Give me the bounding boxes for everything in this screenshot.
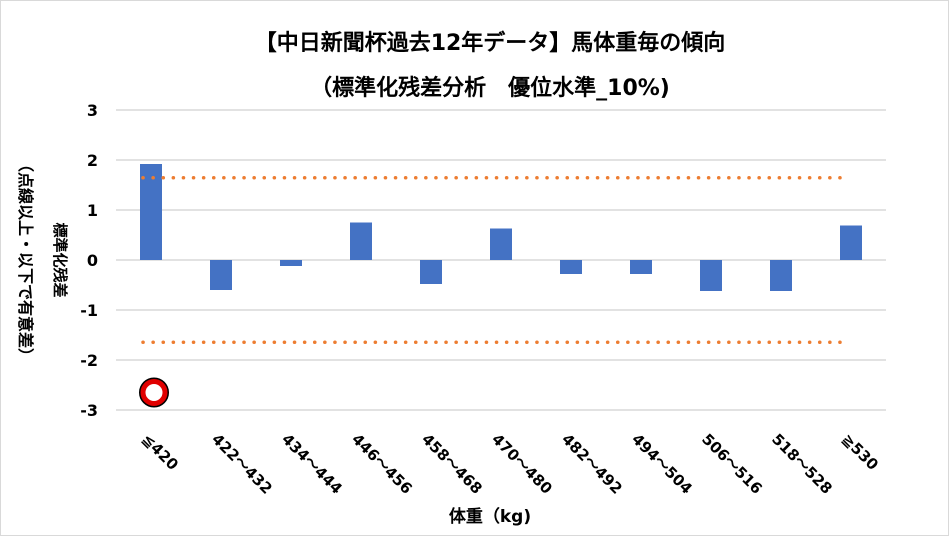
- x-tick-label: 482～492: [558, 430, 626, 498]
- bar: [840, 225, 862, 260]
- x-tick-label: ≦420: [138, 430, 182, 474]
- x-tick-label: 458～468: [418, 430, 486, 498]
- x-axis-title: 体重（kg): [449, 506, 531, 527]
- x-tick-label: 506～516: [698, 430, 766, 498]
- y-tick-label: 2: [87, 151, 98, 170]
- bar: [700, 260, 722, 291]
- y-tick-label: -2: [80, 351, 98, 370]
- y-axis-title: 標準化残差: [51, 222, 69, 297]
- x-tick-label: 494～504: [628, 430, 696, 498]
- y-tick-label: 1: [87, 201, 98, 220]
- x-tick-label: 470～480: [488, 430, 556, 498]
- x-tick-label: 518～528: [768, 430, 836, 498]
- chart-title: 【中日新聞杯過去12年データ】馬体重毎の傾向: [255, 30, 726, 56]
- x-tick-label: 446～456: [348, 430, 416, 498]
- y-axis-note: （点線以上・以下で有意差）: [16, 156, 35, 364]
- y-tick-label: 3: [87, 101, 98, 120]
- x-tick-label: ≧530: [838, 430, 882, 474]
- bar: [210, 260, 232, 290]
- bar: [560, 260, 582, 274]
- bar: [490, 228, 512, 260]
- x-tick-label: 422～432: [208, 430, 276, 498]
- bar: [140, 164, 162, 260]
- y-tick-label: 0: [87, 251, 98, 270]
- bar: [350, 222, 372, 260]
- y-tick-label: -3: [80, 401, 98, 420]
- y-tick-label: -1: [80, 301, 98, 320]
- bar: [280, 260, 302, 266]
- x-tick-label: 434～444: [278, 430, 346, 498]
- chart-subtitle: （標準化残差分析 優位水準_10%): [310, 75, 670, 101]
- bar: [630, 260, 652, 274]
- bar: [420, 260, 442, 284]
- bar: [770, 260, 792, 291]
- circle-marker: [140, 379, 168, 406]
